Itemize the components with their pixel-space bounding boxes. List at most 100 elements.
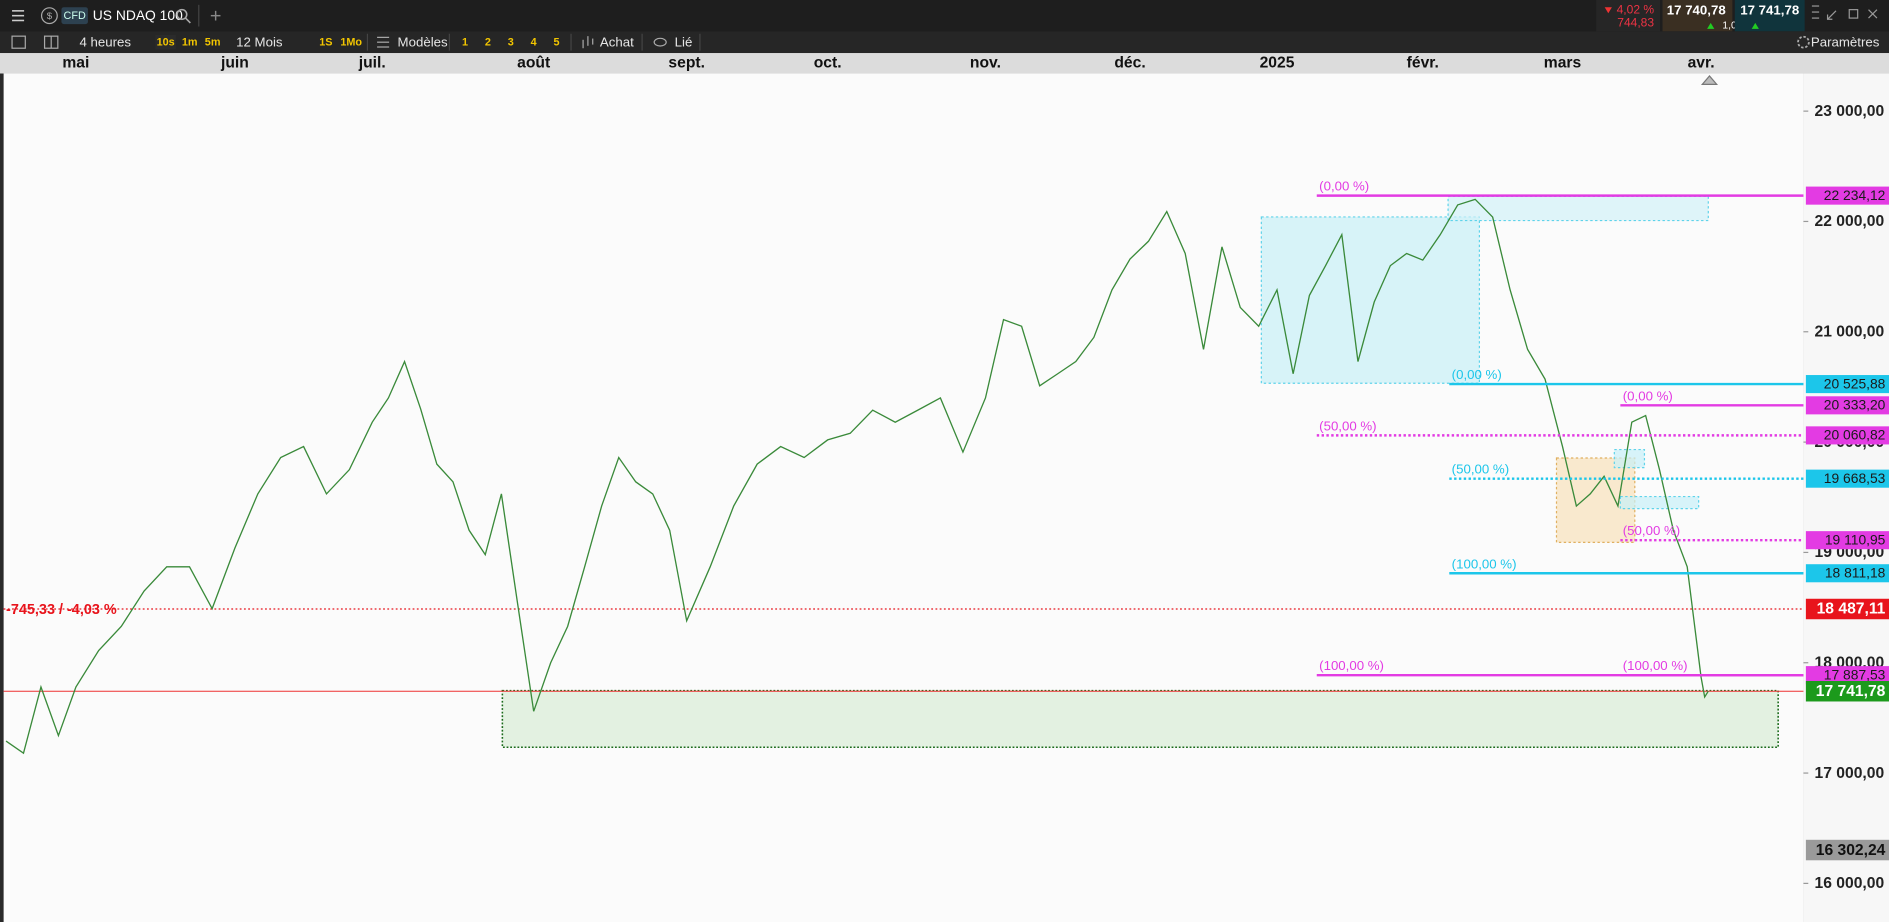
x-tick-label: juin xyxy=(220,54,249,71)
price-tag xyxy=(1805,598,1889,620)
price-tag-label: 19 110,95 xyxy=(1825,531,1886,547)
support-zone[interactable] xyxy=(501,689,1779,749)
x-tick-label: sept. xyxy=(668,54,705,71)
fib-label: (100,00 %) xyxy=(1623,658,1688,673)
fib-label: (100,00 %) xyxy=(1319,658,1384,673)
up-arrow xyxy=(1751,22,1759,29)
price-tag xyxy=(1805,531,1889,550)
fib-label: (0,00 %) xyxy=(1319,179,1369,194)
interval-button[interactable] xyxy=(155,34,176,50)
layout-slot[interactable]: 2 xyxy=(485,37,491,49)
price-tag xyxy=(1805,680,1889,702)
window-controls xyxy=(1811,5,1878,20)
price-axis xyxy=(1803,73,1889,922)
change-pct: 4,02 % xyxy=(1617,2,1655,16)
templates[interactable]: Modèles xyxy=(398,34,448,49)
buy-button[interactable]: Achat xyxy=(600,34,634,49)
instrument-type: CFD xyxy=(64,10,86,22)
layout-slot[interactable]: 4 xyxy=(531,37,537,49)
price-tag-label: 18 811,18 xyxy=(1825,565,1886,581)
price-tag-label: 17 887,53 xyxy=(1824,666,1886,682)
search-icon[interactable] xyxy=(176,8,191,24)
bid-price: 17 740,78 xyxy=(1667,2,1726,17)
time-axis xyxy=(0,53,1889,74)
down-arrow xyxy=(1604,7,1612,14)
layout-slot[interactable]: 5 xyxy=(554,37,560,49)
shrink[interactable] xyxy=(1826,10,1837,20)
linked-button[interactable]: Lié xyxy=(675,34,693,49)
price-line xyxy=(5,198,1709,755)
y-tick-label: 16 000,00 xyxy=(1815,875,1885,892)
left-border xyxy=(0,73,4,922)
templates-icon[interactable] xyxy=(377,36,390,48)
close[interactable] xyxy=(1868,9,1878,19)
fib-label: (0,00 %) xyxy=(1623,388,1673,403)
period[interactable]: 12 Mois xyxy=(236,34,283,49)
fib-label: (50,00 %) xyxy=(1319,418,1376,433)
period-option[interactable]: 1Mo xyxy=(340,37,362,49)
change-box xyxy=(1596,0,1661,32)
spread: 1,00 xyxy=(1722,21,1742,32)
interval-option[interactable]: 1m xyxy=(182,37,198,49)
event-marker[interactable] xyxy=(1700,75,1719,85)
price-tag-label: 19 668,53 xyxy=(1824,470,1886,486)
y-tick-label: 21 000,00 xyxy=(1815,324,1885,341)
ask-box[interactable] xyxy=(1734,0,1805,32)
buy-icon[interactable] xyxy=(582,36,594,49)
ask-price: 17 741,78 xyxy=(1740,2,1799,17)
price-tag xyxy=(1805,186,1889,205)
cfd-badge xyxy=(61,7,88,25)
price-tag xyxy=(1805,666,1889,685)
interval-option[interactable]: 5m xyxy=(205,37,221,49)
price-tag-label: 17 741,78 xyxy=(1816,683,1886,700)
menu-button[interactable] xyxy=(12,10,25,22)
settings-button[interactable]: Paramètres xyxy=(1811,34,1880,49)
period-option[interactable]: 1S xyxy=(319,37,332,49)
price-tag xyxy=(1805,564,1889,583)
price-tag xyxy=(1805,375,1889,394)
fib-label: (100,00 %) xyxy=(1452,556,1517,571)
x-tick-label: févr. xyxy=(1407,54,1439,71)
x-tick-label: oct. xyxy=(814,54,842,71)
price-tag-label: 20 333,20 xyxy=(1824,397,1886,413)
maximize[interactable] xyxy=(1848,9,1859,19)
x-tick-label: 2025 xyxy=(1260,54,1295,71)
layout-slot[interactable]: 1 xyxy=(462,37,468,49)
price-tag-label: 18 487,11 xyxy=(1817,601,1886,618)
range-box[interactable] xyxy=(1260,216,1480,384)
price-tag-label: 20 060,82 xyxy=(1824,427,1886,443)
instrument-name[interactable]: US NDAQ 100 xyxy=(93,7,183,23)
currency-icon xyxy=(40,7,58,25)
add-tab[interactable] xyxy=(210,10,221,21)
currency-symbol: $ xyxy=(47,11,53,22)
range-box[interactable] xyxy=(1447,195,1709,222)
y-tick-label: 23 000,00 xyxy=(1815,103,1885,120)
x-tick-label: déc. xyxy=(1114,54,1145,71)
settings-icon[interactable] xyxy=(1797,35,1810,49)
change-label: -745,33 / -4,03 % xyxy=(6,602,117,618)
x-tick-label: mars xyxy=(1544,54,1582,71)
layout-slot[interactable]: 3 xyxy=(508,37,514,49)
fib-label: (50,00 %) xyxy=(1452,462,1509,477)
interval-option[interactable]: 10s xyxy=(157,37,175,49)
annotations xyxy=(501,75,1779,749)
y-tick-label: 22 000,00 xyxy=(1815,213,1885,230)
range-box[interactable] xyxy=(1619,495,1700,510)
y-tick-label: 17 000,00 xyxy=(1815,765,1885,782)
price-tag-label: 16 302,24 xyxy=(1816,842,1886,859)
price-tag xyxy=(1805,839,1889,861)
x-tick-label: mai xyxy=(62,54,89,71)
bid-box[interactable] xyxy=(1662,0,1733,32)
link-icon[interactable] xyxy=(653,37,667,47)
range-box[interactable] xyxy=(1613,448,1646,469)
price-tag-label: 20 525,88 xyxy=(1824,375,1886,391)
list-icon[interactable] xyxy=(11,35,26,49)
interval[interactable]: 4 heures xyxy=(80,34,132,49)
fib-label: (0,00 %) xyxy=(1452,367,1502,382)
price-tag xyxy=(1805,469,1889,488)
price-tag xyxy=(1805,396,1889,415)
top-bar xyxy=(0,0,1889,32)
up-arrow xyxy=(1707,22,1715,29)
